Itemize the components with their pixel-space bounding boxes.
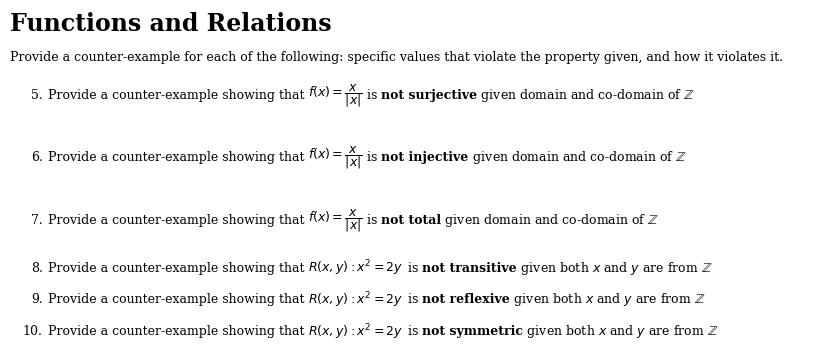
Text: not reflexive: not reflexive: [422, 294, 509, 306]
Text: Provide a counter-example showing that: Provide a counter-example showing that: [48, 152, 309, 164]
Text: $R(x, y) : x^2 = 2y$: $R(x, y) : x^2 = 2y$: [309, 290, 403, 310]
Text: given both $x$ and $y$ are from $\mathbb{Z}$: given both $x$ and $y$ are from $\mathbb…: [517, 260, 712, 277]
Text: not transitive: not transitive: [422, 262, 517, 274]
Text: is: is: [363, 152, 381, 164]
Text: is: is: [403, 262, 422, 274]
Text: Provide a counter-example showing that: Provide a counter-example showing that: [48, 294, 309, 306]
Text: is: is: [403, 326, 422, 338]
Text: 10.: 10.: [23, 326, 43, 338]
Text: given domain and co-domain of $\mathbb{Z}$: given domain and co-domain of $\mathbb{Z…: [441, 212, 659, 229]
Text: not total: not total: [381, 214, 441, 226]
Text: is: is: [363, 214, 381, 226]
Text: 5.: 5.: [31, 89, 43, 102]
Text: Functions and Relations: Functions and Relations: [10, 12, 332, 37]
Text: Provide a counter-example for each of the following: specific values that violat: Provide a counter-example for each of th…: [10, 51, 783, 65]
Text: not symmetric: not symmetric: [422, 326, 523, 338]
Text: 7.: 7.: [31, 214, 43, 226]
Text: given domain and co-domain of $\mathbb{Z}$: given domain and co-domain of $\mathbb{Z…: [477, 87, 695, 104]
Text: $f(x) = \dfrac{x}{|x|}$: $f(x) = \dfrac{x}{|x|}$: [309, 144, 363, 171]
Text: given both $x$ and $y$ are from $\mathbb{Z}$: given both $x$ and $y$ are from $\mathbb…: [509, 291, 705, 308]
Text: 6.: 6.: [31, 152, 43, 164]
Text: Provide a counter-example showing that: Provide a counter-example showing that: [48, 262, 309, 274]
Text: not injective: not injective: [381, 152, 468, 164]
Text: given domain and co-domain of $\mathbb{Z}$: given domain and co-domain of $\mathbb{Z…: [468, 149, 686, 166]
Text: Provide a counter-example showing that: Provide a counter-example showing that: [48, 89, 309, 102]
Text: Provide a counter-example showing that: Provide a counter-example showing that: [48, 214, 309, 226]
Text: 9.: 9.: [31, 294, 43, 306]
Text: Provide a counter-example showing that: Provide a counter-example showing that: [48, 326, 309, 338]
Text: is: is: [403, 294, 422, 306]
Text: given both $x$ and $y$ are from $\mathbb{Z}$: given both $x$ and $y$ are from $\mathbb…: [523, 323, 718, 340]
Text: $R(x, y) : x^2 = 2y$: $R(x, y) : x^2 = 2y$: [309, 258, 403, 278]
Text: not surjective: not surjective: [381, 89, 477, 102]
Text: $f(x) = \dfrac{x}{|x|}$: $f(x) = \dfrac{x}{|x|}$: [309, 207, 363, 234]
Text: $R(x, y) : x^2 = 2y$: $R(x, y) : x^2 = 2y$: [309, 322, 403, 342]
Text: $f(x) = \dfrac{x}{|x|}$: $f(x) = \dfrac{x}{|x|}$: [309, 82, 363, 109]
Text: 8.: 8.: [31, 262, 43, 274]
Text: is: is: [363, 89, 381, 102]
